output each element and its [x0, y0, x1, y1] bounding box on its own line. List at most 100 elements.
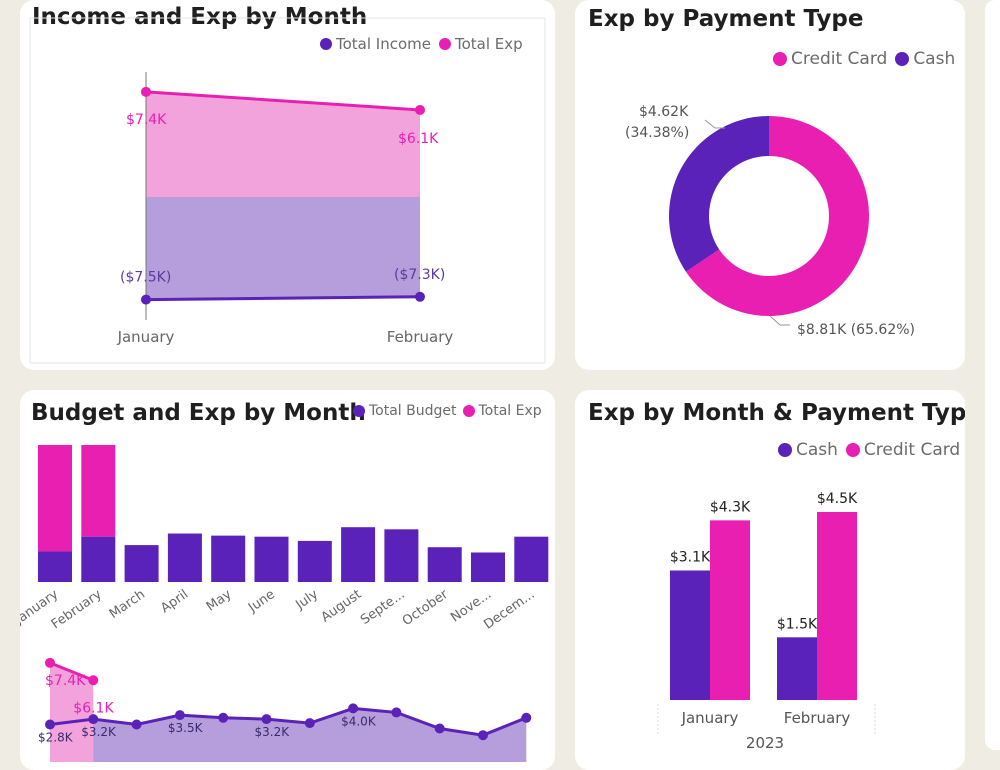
exp-line	[49, 661, 94, 682]
exp-data-label: $7.4K	[45, 673, 86, 689]
bar-total-budget	[471, 552, 505, 582]
bar-total-budget	[514, 536, 549, 582]
legend-dot-icon	[895, 52, 910, 66]
legend-credit-card[interactable]: Credit Card	[773, 49, 887, 69]
budget-point	[88, 714, 99, 725]
donut-slice-credit-card	[685, 116, 869, 316]
legend-total-income[interactable]: Total Income	[320, 35, 431, 53]
budget-exp-legend: Total Budget Total Exp	[353, 403, 542, 419]
exp-area	[50, 662, 94, 762]
budget-point	[218, 712, 229, 723]
bar-total-exp	[81, 445, 116, 537]
budget-exp-title: Budget and Exp by Month	[31, 400, 366, 426]
exp-line	[145, 90, 421, 112]
bar-total-budget	[297, 540, 332, 582]
x-tick-label: February	[387, 328, 454, 346]
legend-total-exp[interactable]: Total Exp	[462, 403, 542, 419]
exp-data-label: $7.4K	[126, 112, 167, 128]
bar-data-label: $4.5K	[817, 491, 858, 507]
x-tick-label: March	[107, 587, 148, 622]
budget-data-label: $4.0K	[341, 714, 377, 728]
credit-leader-line	[769, 315, 790, 326]
legend-label: Total Exp	[455, 35, 523, 53]
bar-total-budget	[167, 533, 202, 582]
x-tick-label: January	[681, 709, 739, 727]
legend-label: Cash	[796, 440, 838, 460]
budget-data-label: $3.5K	[168, 721, 204, 735]
budget-point	[261, 714, 272, 725]
budget-area	[50, 708, 527, 762]
budget-point	[131, 719, 142, 730]
budget-data-label: $3.2K	[255, 725, 291, 739]
budget-point	[348, 703, 359, 714]
x-tick-label: April	[158, 587, 191, 616]
budget-point	[391, 707, 402, 718]
budget-point	[478, 730, 488, 741]
legend-cash[interactable]: Cash	[778, 440, 838, 460]
x-tick-label: May	[204, 587, 235, 615]
month-payment-card: Exp by Month & Payment Type Cash Credit …	[575, 390, 965, 770]
legend-cash[interactable]: Cash	[895, 49, 955, 69]
income-exp-legend: Total Income Total Exp	[320, 35, 523, 53]
x-tick-label: August	[319, 587, 365, 625]
budget-point	[304, 718, 315, 729]
x-tick-label: January	[117, 328, 175, 346]
bar-data-label: $1.5K	[777, 616, 818, 632]
bar-credit-card	[710, 520, 750, 700]
income-point	[141, 294, 151, 305]
income-exp-title: Income and Exp by Month	[32, 4, 368, 30]
budget-point	[521, 712, 532, 723]
budget-exp-card: Budget and Exp by Month Total Budget Tot…	[20, 390, 555, 770]
budget-point	[45, 719, 55, 730]
income-data-label: ($7.3K)	[394, 267, 445, 283]
exp-point	[141, 86, 151, 97]
partial-card-edge	[985, 0, 1000, 750]
payment-type-title: Exp by Payment Type	[588, 6, 864, 32]
legend-dot-icon	[778, 443, 792, 457]
legend-dot-icon	[462, 405, 475, 417]
legend-credit-card[interactable]: Credit Card	[845, 440, 961, 460]
bar-credit-card	[817, 512, 857, 700]
x-tick-label: October	[400, 587, 452, 630]
plot-frame	[29, 17, 546, 364]
bar-total-budget	[211, 535, 246, 582]
exp-data-label: $6.1K	[73, 700, 114, 716]
month-payment-title: Exp by Month & Payment Type	[588, 400, 965, 426]
budget-data-label: $2.8K	[38, 730, 74, 744]
payment-type-legend: Credit Card Cash	[773, 49, 955, 69]
payment-type-card: Exp by Payment Type Credit Card Cash $4.…	[575, 0, 965, 370]
bar-cash	[777, 637, 817, 700]
x-tick-label: Septe...	[358, 587, 408, 628]
exp-point	[45, 657, 55, 668]
legend-dot-icon	[773, 52, 787, 66]
legend-label: Cash	[913, 49, 956, 69]
budget-data-label: $3.2K	[81, 725, 117, 739]
exp-area	[146, 91, 420, 197]
income-data-label: ($7.5K)	[120, 270, 171, 286]
legend-label: Total Exp	[478, 403, 542, 419]
income-exp-card: Income and Exp by Month Total Income Tot…	[20, 0, 555, 370]
credit-slice-label: $8.81K (65.62%)	[797, 322, 915, 338]
legend-total-budget[interactable]: Total Budget	[353, 403, 457, 419]
income-exp-chart: $7.4K $6.1K ($7.5K) ($7.3K) January February	[29, 17, 546, 364]
legend-label: Credit Card	[863, 440, 961, 460]
bar-total-budget	[254, 536, 289, 582]
legend-label: Total Budget	[369, 403, 457, 419]
bar-cash	[670, 570, 710, 700]
exp-point	[415, 104, 425, 115]
exp-point	[88, 675, 99, 686]
payment-donut-chart: $4.62K (34.38%) $8.81K (65.62%)	[625, 104, 915, 338]
cash-leader-line	[704, 119, 725, 129]
legend-total-exp[interactable]: Total Exp	[439, 35, 523, 53]
income-line	[145, 295, 421, 302]
budget-line	[49, 706, 527, 737]
exp-data-label: $6.1K	[398, 131, 439, 147]
month-payment-legend: Cash Credit Card	[778, 440, 960, 460]
donut-slice-cash	[669, 116, 769, 272]
x-tick-label: July	[293, 587, 322, 613]
income-point	[415, 291, 425, 302]
bar-total-budget	[427, 547, 462, 582]
bar-total-budget	[341, 527, 376, 582]
